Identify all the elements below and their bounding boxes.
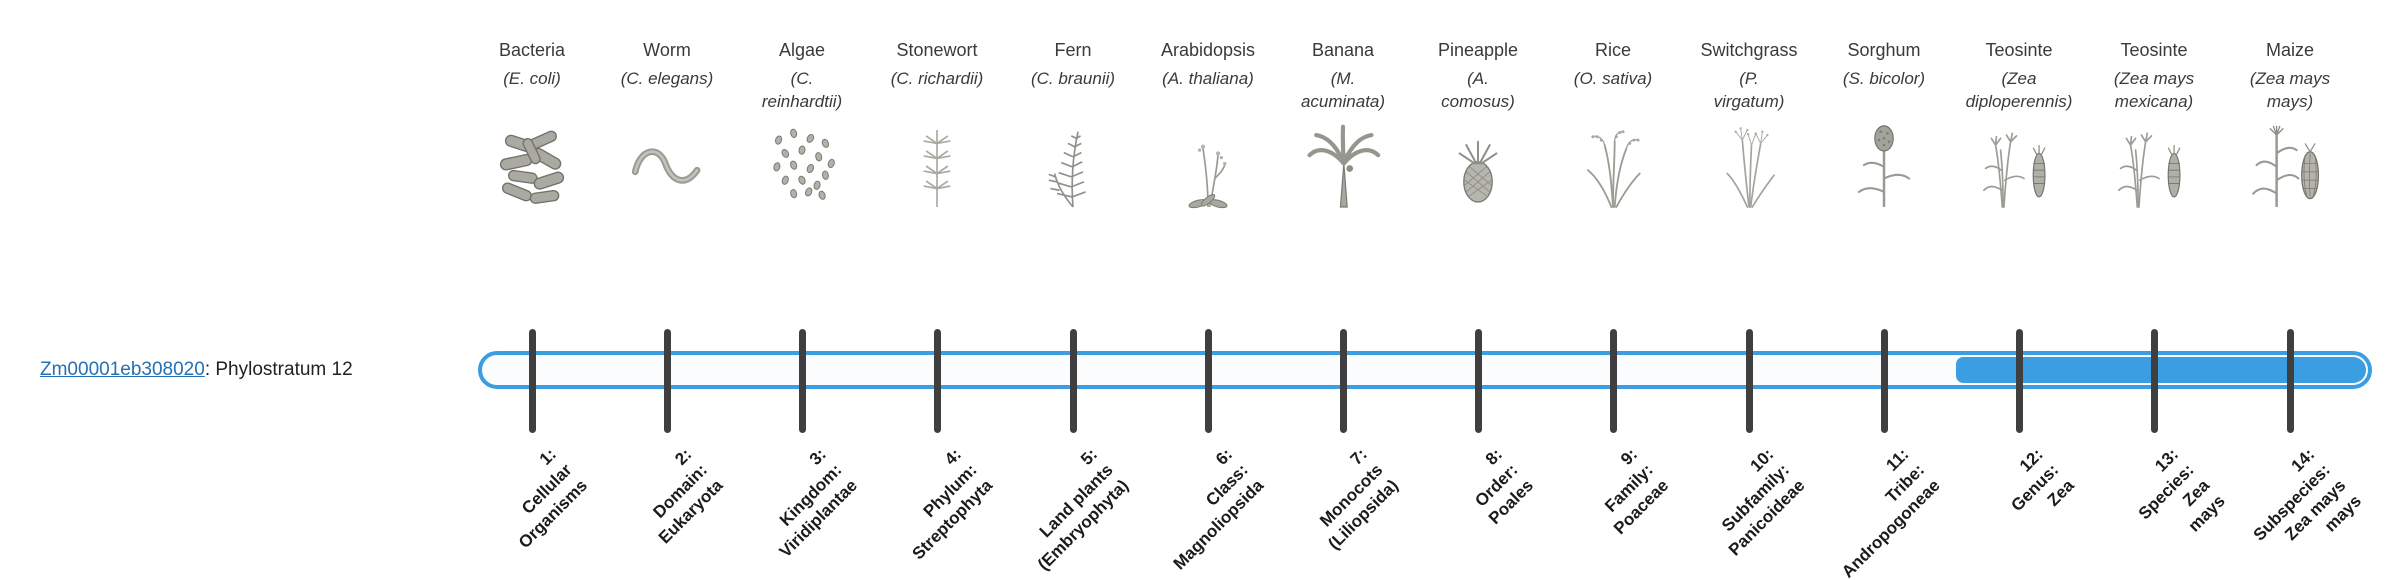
gene-id-link[interactable]: Zm00001eb308020 (40, 359, 205, 380)
rice-icon (1566, 120, 1660, 212)
organism-common-name: Maize (2265, 40, 2314, 60)
tick-mark-1 (529, 329, 536, 433)
organism-column-teosinte-mexicana: Teosinte (Zea mays mexicana) (2079, 40, 2229, 217)
organism-common-name: Fern (1054, 40, 1092, 60)
tick-mark-6 (1205, 329, 1212, 433)
tick-mark-7 (1340, 329, 1347, 433)
organism-species-name: (Zea mays mays) (2249, 68, 2331, 111)
stratum-label-12: 12: Genus: Zea (2007, 444, 2079, 516)
organism-common-name: Banana (1311, 40, 1375, 60)
tick-mark-13 (2151, 329, 2158, 433)
stonewort-icon (890, 120, 984, 212)
organism-species-name: (M. acuminata) (1300, 68, 1386, 111)
organism-common-name: Rice (1594, 40, 1631, 60)
organism-common-name: Bacteria (498, 40, 566, 60)
tick-mark-8 (1475, 329, 1482, 433)
organism-common-name: Algae (778, 40, 826, 60)
organism-column-bacteria: Bacteria (E. coli) (457, 40, 607, 217)
organism-common-name: Pineapple (1437, 40, 1519, 60)
organism-species-name: (P. virgatum) (1713, 68, 1785, 111)
pineapple-icon (1431, 120, 1525, 212)
arabidopsis-icon (1161, 120, 1255, 212)
sorghum-icon (1837, 120, 1931, 212)
organism-common-name: Switchgrass (1700, 40, 1798, 60)
stratum-label-2: 2: Domain: Eukaryota (649, 444, 727, 548)
stratum-label-1: 1: Cellular Organisms (515, 444, 592, 553)
organism-species-name: (C. braunii) (1030, 68, 1116, 88)
tick-mark-3 (799, 329, 806, 433)
phylostratum-text: : Phylostratum 12 (204, 359, 353, 380)
fern-icon (1026, 120, 1120, 212)
organism-column-algae: Algae (C. reinhardtii) (727, 40, 877, 217)
organism-column-switchgrass: Switchgrass (P. virgatum) (1674, 40, 1824, 217)
tick-mark-11 (1881, 329, 1888, 433)
algae-icon (755, 120, 849, 212)
teosinte-icon (1972, 120, 2066, 212)
tick-mark-5 (1070, 329, 1077, 433)
stratum-label-14: 14: Subspecies: Zea mays mays (2249, 444, 2366, 545)
stratum-label-5: 5: Land plants (Embryophyta) (1034, 444, 1133, 575)
switchgrass-icon (1702, 120, 1796, 212)
stratum-label-4: 4: Phylum: Streptophyta (908, 444, 997, 564)
organism-species-name: (Zea mays mexicana) (2113, 68, 2195, 111)
organism-species-name: (A. thaliana) (1162, 68, 1254, 88)
organism-column-teosinte-diploperennis: Teosinte (Zea diploperennis) (1944, 40, 2094, 217)
organism-common-name: Worm (643, 40, 691, 60)
stratum-label-10: 10: Subfamily: Panicoideae (1717, 444, 1809, 560)
banana-icon (1296, 120, 1390, 212)
organism-common-name: Arabidopsis (1160, 40, 1256, 60)
organism-species-name: (C. reinhardtii) (761, 68, 843, 111)
organism-column-worm: Worm (C. elegans) (592, 40, 742, 217)
organism-common-name: Teosinte (1985, 40, 2053, 60)
worm-icon (620, 120, 714, 212)
organism-column-stonewort: Stonewort (C. richardii) (862, 40, 1012, 217)
tick-mark-10 (1746, 329, 1753, 433)
stratum-label-3: 3: Kingdom: Viridiplantae (776, 444, 862, 562)
tick-mark-4 (934, 329, 941, 433)
stratum-label-13: 13: Species: Zea mays (2134, 444, 2230, 536)
phylostratum-track (478, 351, 2372, 389)
stratum-label-6: 6: Class: Magnoliopsida (1169, 444, 1268, 574)
stratum-label-11: 11: Tribe: Andropogoneae (1837, 444, 1944, 580)
organism-column-arabidopsis: Arabidopsis (A. thaliana) (1133, 40, 1283, 217)
tick-mark-2 (664, 329, 671, 433)
tick-mark-14 (2287, 329, 2294, 433)
organism-species-name: (C. richardii) (890, 68, 984, 88)
organism-column-banana: Banana (M. acuminata) (1268, 40, 1418, 217)
organism-species-name: (C. elegans) (620, 68, 714, 88)
organism-common-name: Teosinte (2120, 40, 2188, 60)
organism-column-pineapple: Pineapple (A. comosus) (1403, 40, 1553, 217)
organism-species-name: (E. coli) (503, 68, 561, 88)
bacteria-icon (485, 120, 579, 212)
stratum-label-7: 7: Monocots (Liliopsida) (1316, 444, 1403, 554)
organism-common-name: Sorghum (1847, 40, 1921, 60)
organism-column-maize: Maize (Zea mays mays) (2215, 40, 2365, 217)
organism-column-rice: Rice (O. sativa) (1538, 40, 1688, 217)
stratum-label-9: 9: Family: Poaceae (1601, 444, 1673, 539)
teosinte-icon (2107, 120, 2201, 212)
stratum-label-8: 8: Order: Poales (1471, 444, 1538, 529)
organism-species-name: (Zea diploperennis) (1965, 68, 2073, 111)
organism-column-sorghum: Sorghum (S. bicolor) (1809, 40, 1959, 217)
tick-mark-12 (2016, 329, 2023, 433)
gene-label: Zm00001eb308020: Phylostratum 12 (40, 359, 353, 381)
tick-mark-9 (1610, 329, 1617, 433)
maize-icon (2243, 120, 2337, 212)
organism-column-fern: Fern (C. braunii) (998, 40, 1148, 217)
organism-species-name: (O. sativa) (1573, 68, 1653, 88)
organism-common-name: Stonewort (896, 40, 978, 60)
organism-species-name: (A. comosus) (1441, 68, 1515, 111)
phylostratum-fill (1956, 357, 2366, 383)
organism-species-name: (S. bicolor) (1842, 68, 1926, 88)
